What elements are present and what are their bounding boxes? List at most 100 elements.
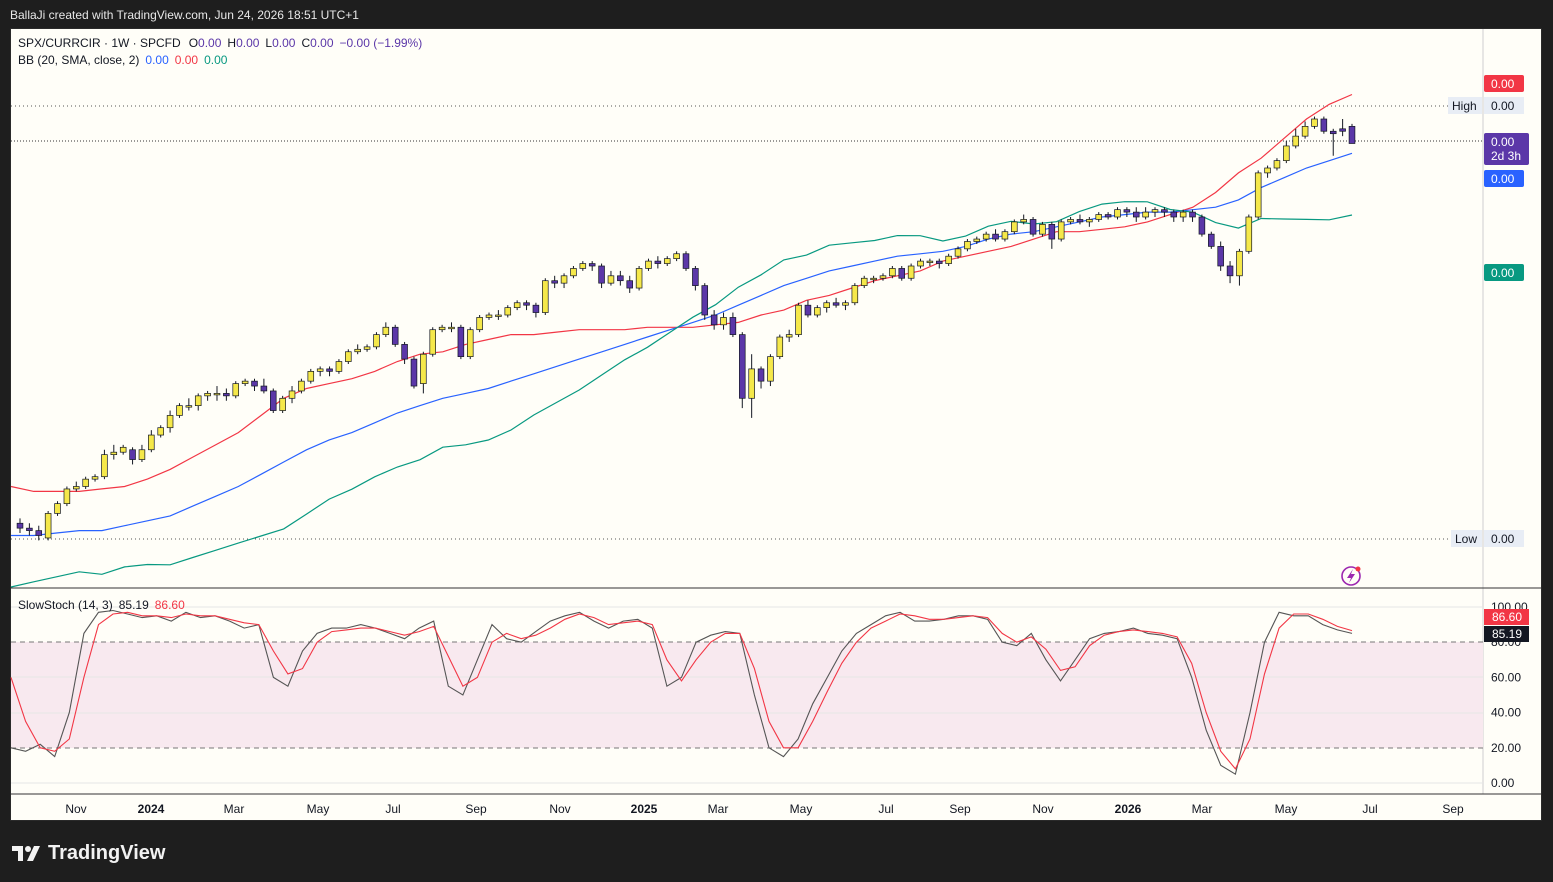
candle-body bbox=[448, 326, 455, 330]
basis-tag-text: 0.00 bbox=[1491, 172, 1515, 186]
candle-body bbox=[542, 280, 549, 313]
candle-body bbox=[373, 334, 380, 348]
candle-body bbox=[54, 503, 61, 514]
last-price-tag bbox=[1484, 133, 1529, 165]
time-axis-label: Sep bbox=[465, 802, 487, 816]
candle-body bbox=[617, 275, 624, 282]
time-axis-label: Mar bbox=[1192, 802, 1213, 816]
candle-body bbox=[495, 314, 502, 317]
basis-tag bbox=[1484, 170, 1524, 187]
lightning-icon[interactable] bbox=[1341, 566, 1361, 586]
time-axis-label: Sep bbox=[949, 802, 971, 816]
candle-body bbox=[645, 260, 652, 269]
candle-body bbox=[438, 326, 446, 331]
candle-body bbox=[701, 285, 709, 316]
candle-body bbox=[588, 263, 596, 267]
legend-stoch-line[interactable]: SlowStoch (14, 3) 85.19 86.60 bbox=[18, 598, 185, 612]
candle-body bbox=[532, 304, 540, 313]
candle-body bbox=[44, 513, 52, 539]
candle-body bbox=[1348, 125, 1356, 144]
candle-body bbox=[1339, 128, 1346, 132]
candle-body bbox=[1311, 118, 1318, 127]
candle-body bbox=[1039, 224, 1046, 235]
time-axis-label: Sep bbox=[1442, 802, 1464, 816]
legend-stoch-label: SlowStoch (14, 3) bbox=[18, 598, 113, 612]
legend-l-value: 0.00 bbox=[272, 36, 296, 50]
stoch-d-tag-text: 86.60 bbox=[1492, 610, 1522, 624]
legend-bb-upper: 0.00 bbox=[175, 53, 199, 67]
candle-body bbox=[907, 265, 915, 279]
candle-body bbox=[776, 336, 784, 357]
candle-body bbox=[982, 233, 990, 240]
legend-bb-lower: 0.00 bbox=[204, 53, 228, 67]
candle-body bbox=[298, 380, 305, 392]
time-axis-label: 2024 bbox=[138, 802, 165, 816]
candle-body bbox=[345, 351, 352, 362]
low-label-box bbox=[1451, 530, 1482, 547]
candles bbox=[16, 116, 1356, 541]
candle-body bbox=[795, 304, 802, 335]
candle-body bbox=[288, 390, 296, 399]
candle-body bbox=[692, 268, 699, 286]
stoch-lines bbox=[10, 609, 1353, 776]
candle-body bbox=[1208, 233, 1215, 247]
candle-body bbox=[363, 346, 371, 350]
candle-body bbox=[917, 260, 924, 267]
candle-body bbox=[82, 478, 89, 487]
candle-body bbox=[964, 241, 971, 250]
high-value: 0.00 bbox=[1491, 99, 1515, 113]
candle-body bbox=[129, 449, 136, 460]
stoch-tick-label: 0.00 bbox=[1491, 776, 1515, 790]
candle-body bbox=[1198, 216, 1206, 235]
candle-body bbox=[1292, 135, 1299, 147]
time-axis[interactable]: Nov 2024 Mar May Jul Sep Nov 2025 Mar May Jul Sep No… bbox=[65, 802, 1464, 816]
stoch-tick-label: 40.00 bbox=[1491, 706, 1521, 720]
candle-body bbox=[335, 361, 343, 372]
time-axis-label: Jul bbox=[1362, 802, 1377, 816]
candle-body bbox=[832, 302, 840, 306]
candle-body bbox=[63, 488, 71, 505]
candle-body bbox=[176, 405, 183, 416]
candle-body bbox=[316, 368, 324, 372]
time-axis-label: 2025 bbox=[631, 802, 658, 816]
legend-h-label: H bbox=[227, 36, 236, 50]
time-axis-label: Jul bbox=[878, 802, 893, 816]
candle-body bbox=[354, 348, 361, 353]
candle-body bbox=[757, 368, 765, 382]
candle-body bbox=[945, 255, 952, 264]
candle-body bbox=[279, 397, 286, 411]
lower-band-tag bbox=[1484, 264, 1524, 281]
tradingview-footer-logo[interactable]: TradingView bbox=[12, 838, 165, 868]
candle-body bbox=[936, 260, 943, 264]
time-axis-label: May bbox=[790, 802, 813, 816]
candle-body bbox=[682, 253, 690, 269]
legend-symbol-line[interactable]: SPX/CURRCIR · 1W · SPCFD O0.00 H0.00 L0.00 C… bbox=[18, 36, 422, 50]
candle-body bbox=[1320, 118, 1328, 132]
bb-upper-line bbox=[10, 93, 1353, 492]
tradingview-brand-text: TradingView bbox=[48, 841, 166, 864]
candle-body bbox=[1189, 211, 1196, 218]
candle-body bbox=[992, 233, 999, 240]
candle-body bbox=[748, 368, 755, 399]
candle-body bbox=[898, 268, 906, 279]
stoch-k-line bbox=[10, 609, 1353, 776]
bollinger-bands bbox=[10, 93, 1353, 588]
legend-bb-line[interactable]: BB (20, SMA, close, 2) 0.00 0.00 0.00 bbox=[18, 53, 228, 67]
tradingview-logo-icon bbox=[12, 843, 42, 863]
candle-body bbox=[1123, 209, 1131, 213]
candle-body bbox=[476, 317, 483, 331]
candle-body bbox=[626, 280, 633, 289]
candle-body bbox=[148, 434, 155, 451]
candle-body bbox=[1301, 125, 1309, 137]
candle-body bbox=[504, 307, 512, 316]
time-axis-label: Nov bbox=[549, 802, 570, 816]
candle-body bbox=[513, 302, 521, 309]
candle-body bbox=[570, 268, 577, 277]
time-axis-label: May bbox=[307, 802, 330, 816]
candle-body bbox=[860, 277, 868, 286]
candle-body bbox=[1076, 219, 1084, 223]
candle-body bbox=[241, 380, 249, 384]
candle-body bbox=[101, 454, 108, 478]
